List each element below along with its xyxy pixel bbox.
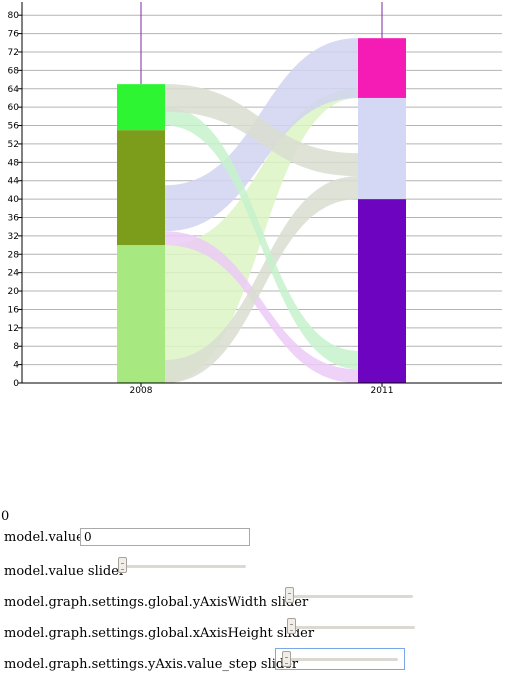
slider-thumb[interactable] xyxy=(282,651,291,667)
flow-bands xyxy=(165,38,358,383)
y-tick-label: 20 xyxy=(8,287,20,297)
y-tick-label: 36 xyxy=(8,213,20,223)
y-tick-label: 24 xyxy=(8,269,20,279)
slider-track xyxy=(282,658,398,661)
axes: 0481216202428323640444852566064687276802… xyxy=(8,2,502,396)
bar-segment xyxy=(117,130,165,246)
slider-thumb[interactable] xyxy=(287,618,296,634)
y-tick-label: 40 xyxy=(8,195,20,205)
slider-label: model.graph.settings.yAxis.value_step sl… xyxy=(4,657,299,672)
slider-row-value-step: model.graph.settings.yAxis.value_step sl… xyxy=(4,656,298,675)
stacked-bars xyxy=(117,2,406,383)
flow-band xyxy=(165,107,358,370)
bar-segment xyxy=(117,84,165,131)
slider-row-model-value: model.value slider xyxy=(4,563,125,582)
bar-segment xyxy=(358,199,406,383)
y-tick-label: 28 xyxy=(8,250,20,260)
y-tick-label: 4 xyxy=(13,361,19,371)
y-tick-label: 32 xyxy=(8,232,19,242)
model-value-slider[interactable] xyxy=(118,557,246,575)
y-tick-label: 0 xyxy=(13,379,19,389)
slider-row-x-axis-height: model.graph.settings.global.xAxisHeight … xyxy=(4,625,314,644)
y-tick-label: 72 xyxy=(8,48,19,58)
slider-track xyxy=(287,626,415,629)
y-tick-label: 8 xyxy=(13,342,19,352)
slider-thumb[interactable] xyxy=(118,557,127,573)
y-tick-label: 52 xyxy=(8,140,19,150)
model-value-label: model.value xyxy=(4,530,84,545)
y-tick-label: 60 xyxy=(8,103,20,113)
y-tick-label: 56 xyxy=(8,122,20,132)
x-axis-height-slider[interactable] xyxy=(287,618,415,636)
slider-label: model.graph.settings.global.yAxisWidth s… xyxy=(4,595,309,610)
y-tick-label: 68 xyxy=(8,66,20,76)
x-category-label: 2008 xyxy=(130,386,153,396)
y-tick-label: 16 xyxy=(8,305,20,315)
y-tick-label: 80 xyxy=(8,11,20,21)
slider-label: model.graph.settings.global.xAxisHeight … xyxy=(4,626,315,641)
y-tick-label: 12 xyxy=(8,324,19,334)
bar-segment xyxy=(358,38,406,98)
model-value-input[interactable] xyxy=(80,528,250,546)
y-axis-width-slider[interactable] xyxy=(285,587,413,605)
slider-track xyxy=(285,595,413,598)
slider-thumb[interactable] xyxy=(285,587,294,603)
value-readout: 0 xyxy=(1,509,10,524)
bar-segment xyxy=(117,245,165,383)
model-value-row: model.value xyxy=(4,529,84,548)
flow-band xyxy=(165,84,358,177)
y-tick-label: 64 xyxy=(8,85,20,95)
flow-band xyxy=(165,231,358,383)
bar-segment xyxy=(358,97,406,200)
flow-band xyxy=(165,176,358,383)
slider-track xyxy=(118,565,246,568)
y-tick-label: 44 xyxy=(8,177,20,187)
value-step-slider[interactable] xyxy=(275,648,405,670)
slider-label: model.value slider xyxy=(4,564,126,579)
y-tick-label: 76 xyxy=(8,30,20,40)
y-tick-label: 48 xyxy=(8,158,20,168)
x-category-label: 2011 xyxy=(371,386,394,396)
slider-row-y-axis-width: model.graph.settings.global.yAxisWidth s… xyxy=(4,594,308,613)
chart-area: 0481216202428323640444852566064687276802… xyxy=(8,2,502,396)
